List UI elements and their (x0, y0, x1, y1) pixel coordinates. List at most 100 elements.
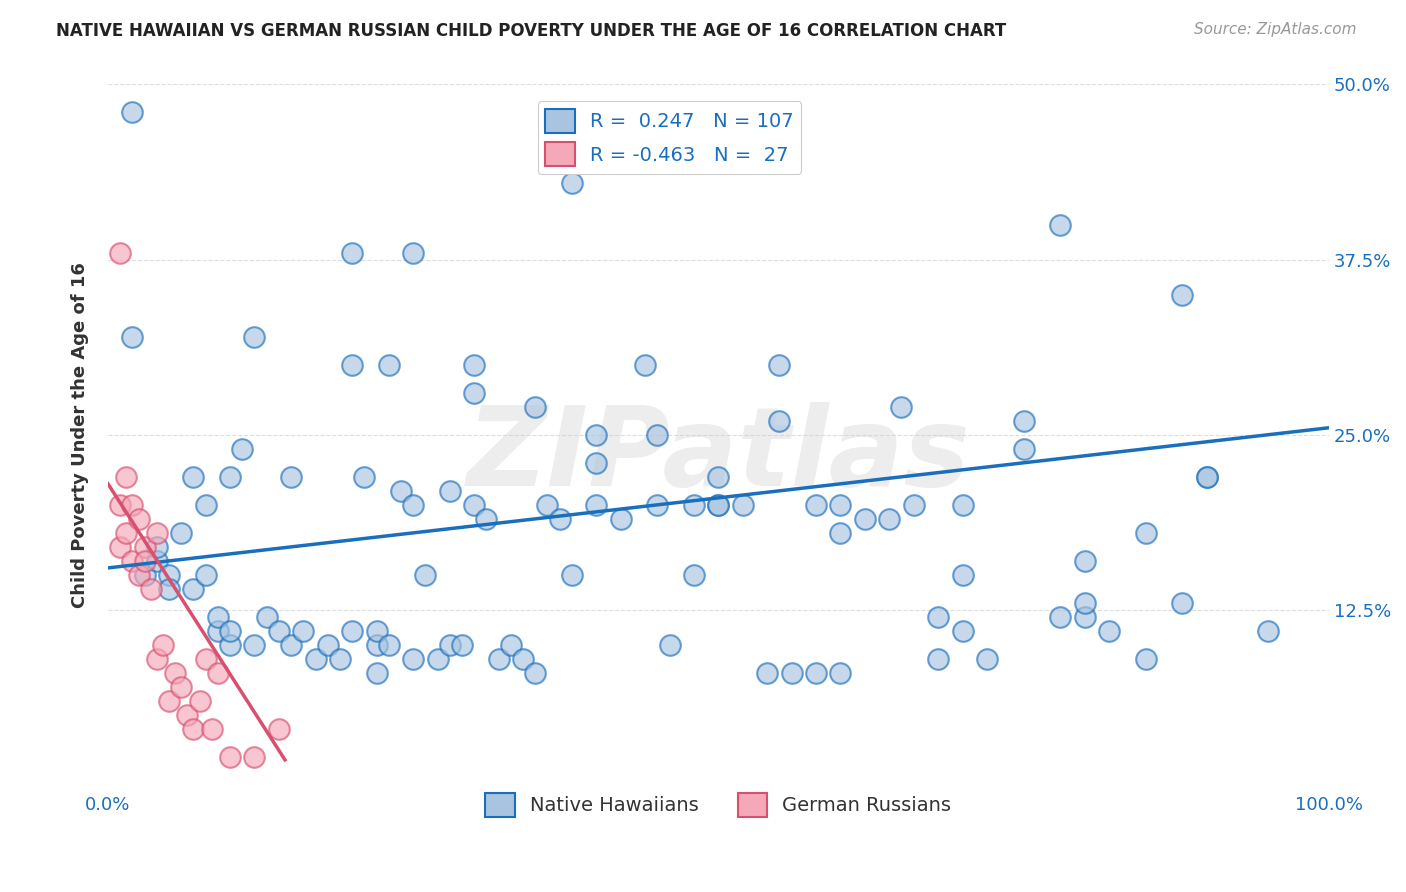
Point (1012, 414, 1035, 428)
Point (128, 568, 150, 582)
Point (366, 638, 388, 652)
Point (280, 638, 302, 652)
Point (1073, 554, 1095, 568)
Point (256, 610, 278, 624)
Point (1073, 610, 1095, 624)
Point (183, 722, 205, 736)
Point (976, 652, 998, 666)
Y-axis label: Child Poverty Under the Age of 16: Child Poverty Under the Age of 16 (72, 262, 89, 607)
Point (952, 624, 974, 638)
Point (952, 498, 974, 512)
Point (707, 498, 730, 512)
Point (1049, 610, 1071, 624)
Point (146, 554, 169, 568)
Point (804, 666, 827, 681)
Point (830, 498, 852, 512)
Point (219, 470, 242, 484)
Point (1098, 624, 1121, 638)
Point (134, 568, 156, 582)
Point (609, 512, 631, 526)
Point (139, 582, 162, 596)
Point (146, 652, 169, 666)
Point (194, 568, 217, 582)
Point (634, 358, 657, 372)
Point (524, 400, 547, 414)
Point (188, 694, 211, 708)
Point (267, 722, 290, 736)
Point (243, 329, 266, 343)
Point (952, 568, 974, 582)
Point (292, 624, 315, 638)
Point (170, 680, 193, 694)
Point (585, 498, 607, 512)
Point (683, 498, 706, 512)
Point (121, 498, 143, 512)
Point (146, 540, 169, 554)
Legend: Native Hawaiians, German Russians: Native Hawaiians, German Russians (478, 785, 959, 824)
Point (183, 470, 205, 484)
Point (157, 582, 180, 596)
Point (780, 666, 803, 681)
Point (207, 624, 229, 638)
Text: Source: ZipAtlas.com: Source: ZipAtlas.com (1194, 22, 1357, 37)
Point (524, 666, 547, 681)
Point (903, 498, 925, 512)
Point (340, 624, 363, 638)
Point (378, 638, 401, 652)
Point (890, 400, 912, 414)
Point (463, 498, 485, 512)
Point (1073, 596, 1095, 610)
Point (561, 568, 583, 582)
Point (402, 498, 425, 512)
Point (389, 483, 412, 498)
Point (585, 427, 607, 442)
Point (439, 638, 461, 652)
Point (146, 525, 169, 540)
Point (219, 624, 242, 638)
Point (378, 358, 401, 372)
Point (243, 750, 266, 764)
Point (1195, 470, 1218, 484)
Point (536, 498, 558, 512)
Text: ZIPatlas: ZIPatlas (467, 402, 970, 509)
Point (439, 483, 461, 498)
Point (683, 568, 706, 582)
Point (304, 652, 326, 666)
Point (194, 652, 217, 666)
Point (329, 652, 352, 666)
Point (121, 105, 143, 120)
Point (128, 512, 150, 526)
Point (853, 512, 876, 526)
Point (165, 666, 187, 681)
Point (561, 176, 583, 190)
Point (1257, 624, 1279, 638)
Point (1012, 442, 1035, 456)
Point (756, 666, 779, 681)
Point (830, 525, 852, 540)
Point (316, 638, 339, 652)
Point (366, 624, 388, 638)
Point (499, 638, 522, 652)
Point (231, 442, 253, 456)
Point (219, 750, 242, 764)
Point (1135, 652, 1157, 666)
Point (340, 245, 363, 260)
Point (353, 470, 375, 484)
Point (488, 652, 510, 666)
Point (366, 666, 388, 681)
Point (877, 512, 900, 526)
Point (201, 722, 224, 736)
Point (731, 498, 754, 512)
Point (115, 470, 138, 484)
Point (1171, 596, 1194, 610)
Point (475, 512, 498, 526)
Point (658, 638, 681, 652)
Point (768, 414, 790, 428)
Point (1049, 218, 1071, 232)
Point (152, 638, 174, 652)
Text: NATIVE HAWAIIAN VS GERMAN RUSSIAN CHILD POVERTY UNDER THE AGE OF 16 CORRELATION : NATIVE HAWAIIAN VS GERMAN RUSSIAN CHILD … (56, 22, 1007, 40)
Point (927, 652, 949, 666)
Point (108, 540, 131, 554)
Point (512, 652, 534, 666)
Point (267, 624, 290, 638)
